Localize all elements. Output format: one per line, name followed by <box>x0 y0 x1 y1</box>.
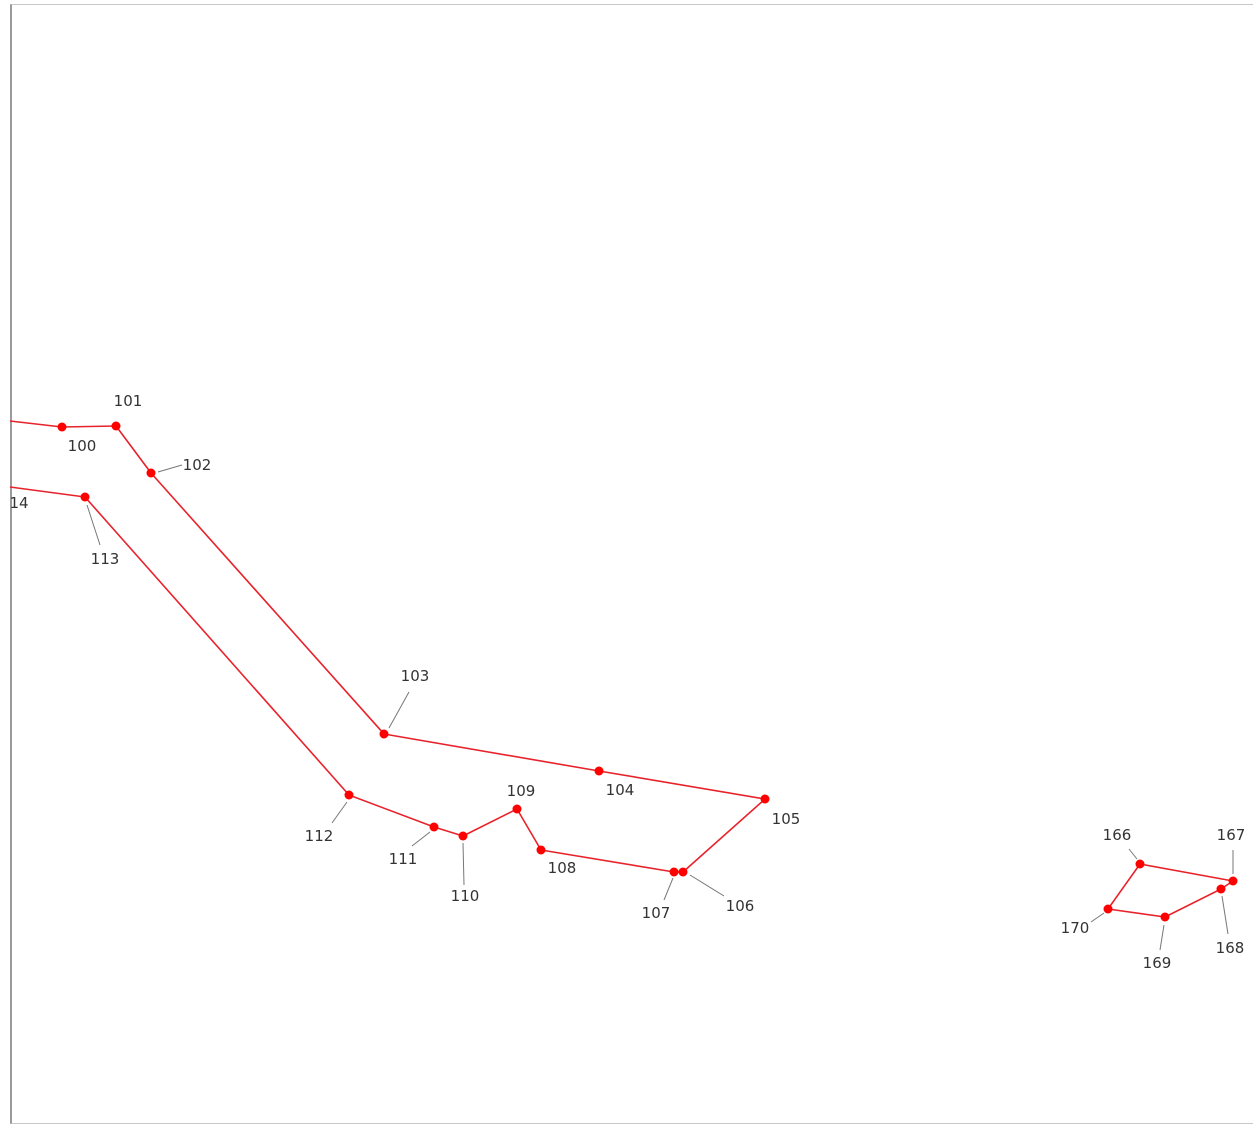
vertex-label-106: 106 <box>726 897 755 915</box>
leader-line-168 <box>1221 895 1229 935</box>
vertex-label-105: 105 <box>772 810 801 828</box>
vertex-point-167[interactable] <box>1228 876 1238 886</box>
leader-layer <box>86 464 1234 951</box>
leader-line-103 <box>388 691 410 729</box>
vertex-label-108: 108 <box>548 859 577 877</box>
leader-line-113 <box>86 504 101 546</box>
vertex-label-104: 104 <box>606 781 635 799</box>
leader-line-107 <box>663 877 674 901</box>
canvas-frame <box>10 4 1253 1124</box>
vertex-label-166: 166 <box>1103 826 1132 844</box>
vertex-label-109: 109 <box>507 782 536 800</box>
vertex-point-104[interactable] <box>594 766 604 776</box>
vertex-label-169: 169 <box>1143 954 1172 972</box>
leader-line-166 <box>1128 848 1138 860</box>
vertex-label-101: 101 <box>114 392 143 410</box>
edge-layer <box>9 420 1234 918</box>
vertex-point-113[interactable] <box>80 492 90 502</box>
vertex-point-111[interactable] <box>429 822 439 832</box>
vertex-point-110[interactable] <box>458 831 468 841</box>
vertex-point-166[interactable] <box>1135 859 1145 869</box>
polyline-small-quad <box>1107 863 1234 918</box>
vertex-point-112[interactable] <box>344 790 354 800</box>
vertex-label-107: 107 <box>642 904 671 922</box>
vertex-label-167: 167 <box>1217 826 1246 844</box>
vertex-label-103: 103 <box>401 667 430 685</box>
leader-line-111 <box>411 831 431 847</box>
leader-line-170 <box>1090 912 1105 923</box>
vertex-point-102[interactable] <box>146 468 156 478</box>
vertex-label-102: 102 <box>183 456 212 474</box>
vertex-point-168[interactable] <box>1216 884 1226 894</box>
vertex-label-112: 112 <box>305 827 334 845</box>
vertex-label-14: 14 <box>9 494 28 512</box>
vertex-label-113: 113 <box>91 550 120 568</box>
vertex-label-168: 168 <box>1216 939 1245 957</box>
vertex-point-105[interactable] <box>760 794 770 804</box>
leader-line-169 <box>1159 924 1165 951</box>
vertex-point-101[interactable] <box>111 421 121 431</box>
vertex-label-111: 111 <box>389 850 418 868</box>
vertex-label-110: 110 <box>451 887 480 905</box>
vertex-point-107[interactable] <box>669 867 679 877</box>
vertex-label-100: 100 <box>68 437 97 455</box>
vertex-point-108[interactable] <box>536 845 546 855</box>
leader-line-102 <box>157 464 183 473</box>
vertex-label-170: 170 <box>1061 919 1090 937</box>
vertex-point-106[interactable] <box>678 867 688 877</box>
vertex-layer <box>57 421 1238 922</box>
leader-line-110 <box>462 842 465 886</box>
polyline-outer-upper-edge <box>9 420 766 873</box>
vertex-point-170[interactable] <box>1103 904 1113 914</box>
vertex-point-100[interactable] <box>57 422 67 432</box>
vertex-point-169[interactable] <box>1160 912 1170 922</box>
vertex-point-103[interactable] <box>379 729 389 739</box>
leader-line-106 <box>689 874 725 897</box>
leader-line-112 <box>331 801 348 824</box>
vertex-point-109[interactable] <box>512 804 522 814</box>
label-layer: 100 101 102 103 104 105 106 107 108 109 110 111 112 1… <box>9 392 1245 972</box>
